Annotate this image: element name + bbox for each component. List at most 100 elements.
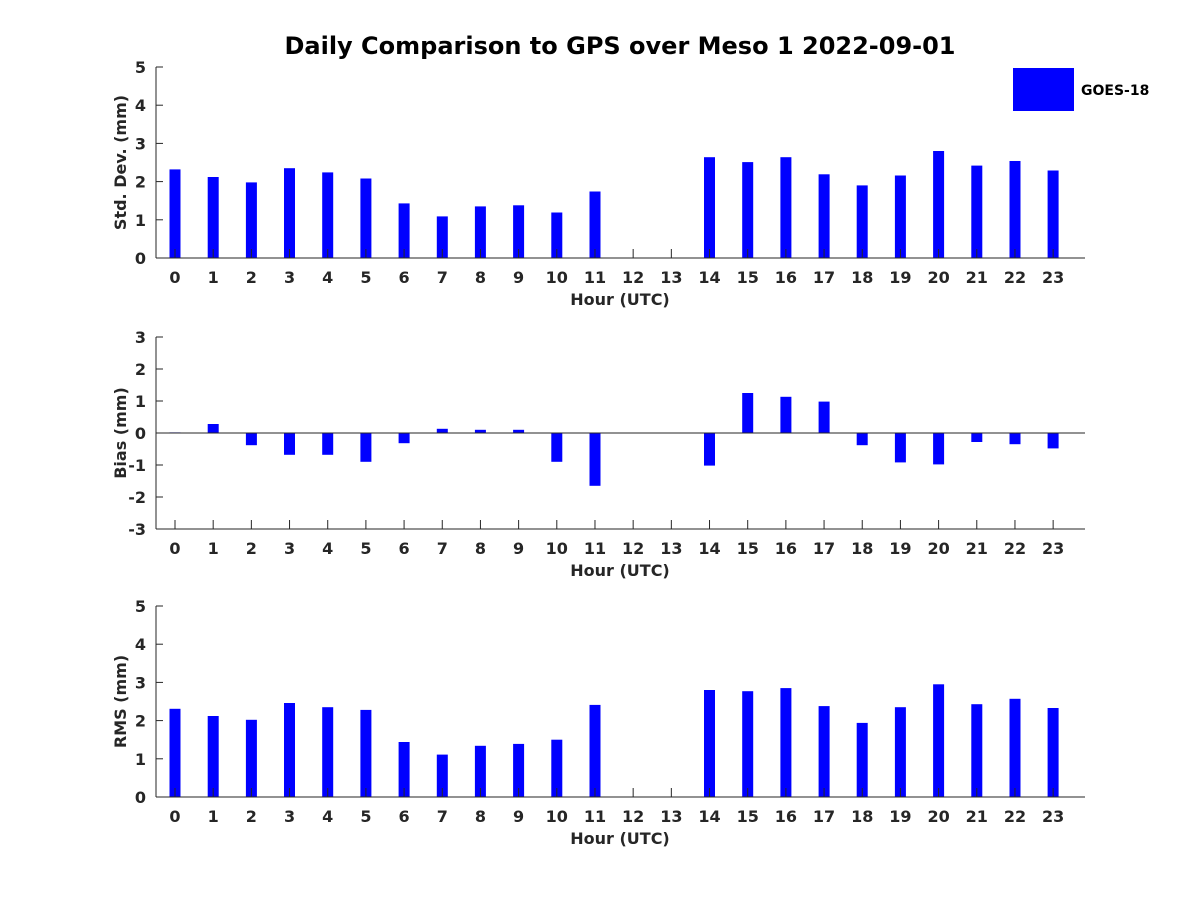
y-tick-label: 1: [135, 211, 146, 230]
y-tick-label: -3: [128, 520, 146, 539]
legend-swatch: [1013, 68, 1074, 111]
x-tick-label: 14: [698, 268, 720, 287]
bar-hour-11: [589, 191, 601, 258]
x-tick-label: 19: [889, 539, 911, 558]
x-tick-label: 7: [437, 268, 448, 287]
bar-hour-22: [1009, 161, 1021, 258]
bar-hour-20: [933, 433, 945, 465]
bar-hour-7: [436, 754, 448, 797]
bar-hour-8: [474, 429, 486, 433]
bar-hour-10: [551, 433, 563, 462]
x-axis-label: Hour (UTC): [570, 829, 670, 848]
bar-hour-0: [169, 708, 181, 797]
x-tick-label: 1: [208, 807, 219, 826]
bar-hour-18: [856, 433, 868, 446]
x-tick-label: 21: [966, 539, 988, 558]
x-tick-label: 4: [322, 268, 333, 287]
bar-hour-19: [894, 707, 906, 797]
legend: GOES-18: [1013, 68, 1149, 111]
bar-hour-1: [207, 177, 219, 258]
x-tick-label: 16: [775, 539, 797, 558]
x-tick-label: 14: [698, 807, 720, 826]
x-tick-label: 7: [437, 807, 448, 826]
x-tick-label: 20: [927, 268, 949, 287]
bar-hour-15: [742, 393, 754, 433]
x-tick-label: 19: [889, 807, 911, 826]
bar-hour-9: [513, 205, 525, 258]
bar-hour-21: [971, 704, 983, 797]
x-tick-label: 10: [546, 807, 568, 826]
bar-hour-21: [971, 433, 983, 442]
y-tick-label: 2: [135, 360, 146, 379]
x-tick-label: 2: [246, 539, 257, 558]
bar-hour-4: [322, 433, 334, 455]
x-tick-label: 6: [399, 539, 410, 558]
x-tick-label: 3: [284, 807, 295, 826]
x-tick-label: 13: [660, 539, 682, 558]
x-tick-label: 15: [737, 807, 759, 826]
bar-hour-16: [780, 688, 792, 797]
y-tick-label: 0: [135, 424, 146, 443]
y-tick-label: 2: [135, 173, 146, 192]
bar-hour-8: [474, 745, 486, 797]
bar-hour-17: [818, 174, 830, 258]
x-tick-label: 23: [1042, 268, 1064, 287]
x-tick-label: 17: [813, 539, 835, 558]
x-tick-label: 11: [584, 807, 606, 826]
x-tick-label: 23: [1042, 539, 1064, 558]
bar-hour-4: [322, 172, 334, 258]
x-tick-label: 1: [208, 268, 219, 287]
x-tick-label: 10: [546, 539, 568, 558]
bar-hour-14: [704, 157, 715, 258]
x-tick-label: 7: [437, 539, 448, 558]
x-tick-label: 12: [622, 539, 644, 558]
y-tick-label: 5: [135, 58, 146, 77]
bar-hour-5: [360, 433, 372, 462]
x-tick-label: 6: [399, 807, 410, 826]
bar-hour-22: [1009, 698, 1021, 797]
bar-hour-23: [1047, 433, 1059, 449]
y-tick-label: 3: [135, 673, 146, 692]
bar-hour-20: [933, 684, 945, 797]
x-tick-label: 12: [622, 268, 644, 287]
x-tick-label: 6: [399, 268, 410, 287]
bar-hour-4: [322, 707, 334, 797]
y-axis-label: RMS (mm): [111, 655, 130, 748]
bar-hour-10: [551, 212, 563, 258]
x-tick-label: 16: [775, 268, 797, 287]
bar-hour-9: [513, 429, 525, 433]
bar-hour-6: [398, 742, 410, 797]
x-tick-label: 11: [584, 268, 606, 287]
bar-hour-23: [1047, 708, 1059, 797]
x-tick-label: 12: [622, 807, 644, 826]
x-tick-label: 22: [1004, 807, 1026, 826]
x-tick-label: 9: [513, 807, 524, 826]
y-axis-label: Bias (mm): [111, 387, 130, 479]
bar-hour-16: [780, 157, 792, 258]
x-tick-label: 17: [813, 807, 835, 826]
x-tick-label: 22: [1004, 539, 1026, 558]
bar-hour-10: [551, 739, 563, 797]
x-tick-label: 16: [775, 807, 797, 826]
bar-hour-11: [589, 704, 601, 797]
bar-hour-1: [207, 424, 219, 433]
bar-hour-22: [1009, 433, 1021, 445]
x-tick-label: 8: [475, 539, 486, 558]
bar-hour-23: [1047, 170, 1059, 258]
x-tick-label: 9: [513, 539, 524, 558]
bar-hour-17: [818, 401, 830, 433]
bar-hour-15: [742, 691, 754, 797]
x-tick-label: 13: [660, 807, 682, 826]
y-tick-label: 4: [135, 635, 146, 654]
bar-hour-20: [933, 151, 945, 258]
chart-title: Daily Comparison to GPS over Meso 1 2022…: [284, 32, 955, 60]
x-tick-label: 15: [737, 268, 759, 287]
x-tick-label: 2: [246, 807, 257, 826]
x-tick-label: 19: [889, 268, 911, 287]
bar-hour-1: [207, 716, 219, 797]
bar-hour-8: [474, 206, 486, 258]
x-tick-label: 17: [813, 268, 835, 287]
